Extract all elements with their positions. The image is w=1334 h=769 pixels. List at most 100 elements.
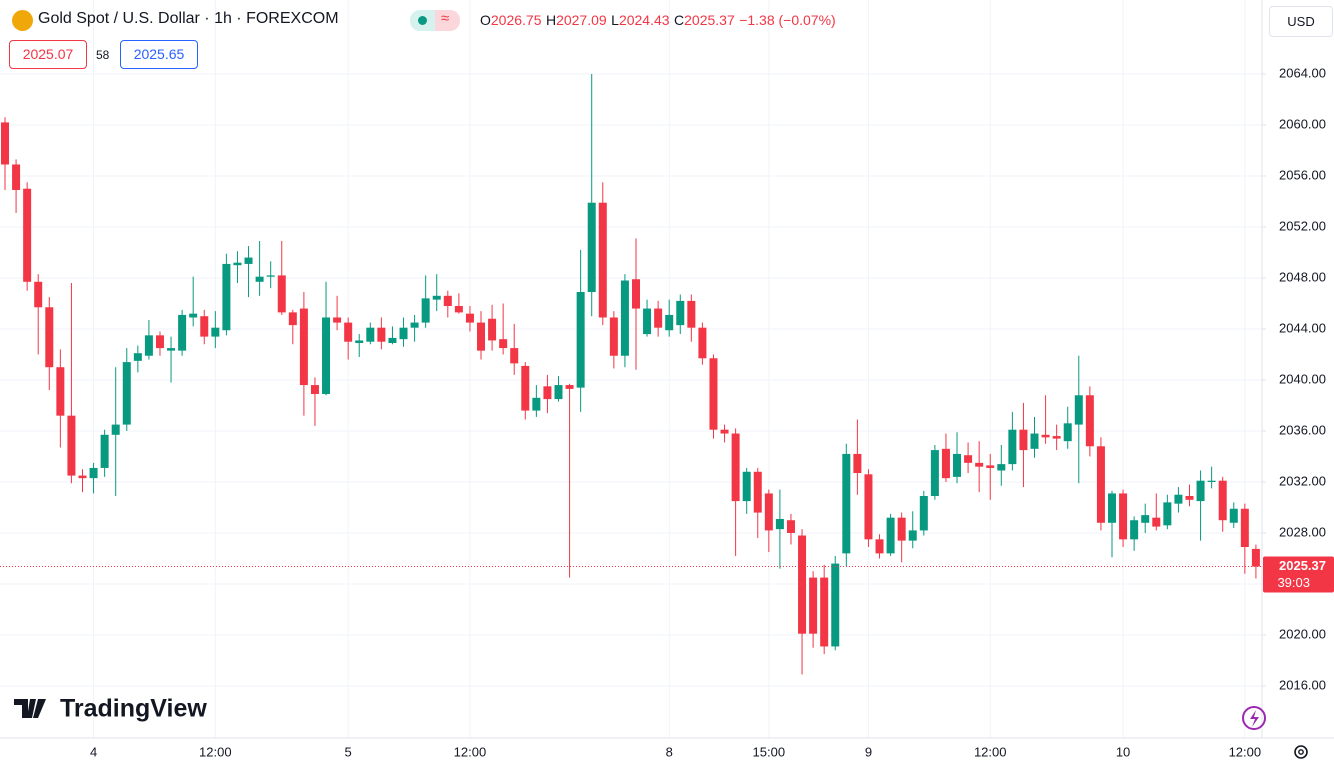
candle-body xyxy=(299,308,308,386)
ohlc-key: L xyxy=(611,12,619,28)
countdown: 39:03 xyxy=(1277,575,1310,590)
candle-body xyxy=(665,314,674,331)
candle-body xyxy=(421,298,430,323)
candle-body xyxy=(975,462,984,467)
y-tick-label: 2028.00 xyxy=(1279,524,1326,539)
candle-body xyxy=(1229,508,1238,523)
candle-body xyxy=(355,340,364,343)
candle-body xyxy=(133,353,142,361)
candle-body xyxy=(233,262,242,266)
ask-button[interactable]: 2025.65 xyxy=(120,40,198,69)
candle-body xyxy=(1096,446,1105,523)
candle-body xyxy=(144,335,153,356)
logo: TradingView xyxy=(14,695,207,723)
candle-body xyxy=(1152,517,1161,527)
candle-body xyxy=(344,322,353,342)
ohlc-value: 2025.37 xyxy=(684,12,735,28)
candle-body xyxy=(510,348,519,364)
symbol-title[interactable]: Gold Spot / U.S. Dollar · 1h · FOREXCOM xyxy=(38,10,339,27)
candle-body xyxy=(631,279,640,309)
candle-body xyxy=(1052,436,1061,439)
x-tick-label: 5 xyxy=(345,744,352,759)
x-tick-label: 12:00 xyxy=(199,744,232,759)
x-tick-label: 8 xyxy=(666,744,673,759)
ohlc-value: 2024.43 xyxy=(618,12,670,28)
candle-body xyxy=(1130,520,1139,540)
candle-body xyxy=(12,164,21,190)
candle-body xyxy=(798,535,807,634)
candle-body xyxy=(222,263,231,331)
y-tick-label: 2036.00 xyxy=(1279,422,1326,437)
candle-body xyxy=(377,327,386,342)
x-tick-label: 12:00 xyxy=(974,744,1007,759)
candle-body xyxy=(543,386,552,400)
x-tick-label: 15:00 xyxy=(753,744,786,759)
bid-button[interactable]: 2025.07 xyxy=(9,40,87,69)
candle-body xyxy=(786,520,795,533)
change: −1.38 (−0.07%) xyxy=(739,12,836,28)
y-tick-label: 2044.00 xyxy=(1279,320,1326,335)
candle-body xyxy=(521,365,530,411)
candle-body xyxy=(643,308,652,335)
candle-body xyxy=(178,314,187,351)
candle-body xyxy=(100,434,109,468)
candle-body xyxy=(609,317,618,356)
y-tick-label: 2020.00 xyxy=(1279,626,1326,641)
spread: 58 xyxy=(96,48,110,62)
candle-body xyxy=(1251,548,1260,567)
status-pill[interactable]: ≈ xyxy=(410,10,460,31)
ohlc-key: O xyxy=(480,12,491,28)
candle-body xyxy=(964,455,973,463)
candle-body xyxy=(1163,502,1172,526)
candle-body xyxy=(45,307,54,368)
candle-body xyxy=(288,312,297,326)
candle-body xyxy=(255,276,264,282)
lightning-bolt xyxy=(1250,710,1259,727)
candle-body xyxy=(875,539,884,554)
candle-body xyxy=(1207,480,1216,482)
candle-body xyxy=(1063,423,1072,442)
candle-body xyxy=(167,348,176,351)
candle-body xyxy=(1030,433,1039,449)
candle-body xyxy=(211,327,220,337)
candle-body xyxy=(1174,494,1183,504)
settings-icon[interactable] xyxy=(1294,745,1308,759)
candle-body xyxy=(388,337,397,343)
y-tick-label: 2040.00 xyxy=(1279,371,1326,386)
candle-body xyxy=(731,433,740,502)
currency-button[interactable]: USD xyxy=(1269,6,1333,37)
y-tick-label: 2064.00 xyxy=(1279,65,1326,80)
candle-body xyxy=(1141,515,1150,523)
x-tick-label: 12:00 xyxy=(1229,744,1262,759)
candle-body xyxy=(1240,508,1249,547)
candle-body xyxy=(908,530,917,541)
candle-body xyxy=(1019,429,1028,451)
candle-body xyxy=(764,493,773,531)
ohlc-value: 2027.09 xyxy=(556,12,607,28)
candle-body xyxy=(853,453,862,474)
candle-body xyxy=(897,517,906,541)
candle-body xyxy=(687,300,696,328)
lightning-icon[interactable] xyxy=(1242,706,1266,730)
candle-body xyxy=(67,415,76,476)
candle-body xyxy=(1108,493,1116,523)
candle-body xyxy=(886,517,895,554)
candle-body xyxy=(941,448,950,479)
gear-center xyxy=(1298,749,1304,755)
candle-body xyxy=(1041,434,1050,438)
y-tick-label: 2060.00 xyxy=(1279,116,1326,131)
candle-body xyxy=(499,339,508,349)
x-tick-label: 10 xyxy=(1116,744,1130,759)
candle-body xyxy=(399,327,408,340)
candle-body xyxy=(698,327,707,359)
candle-body xyxy=(620,280,629,356)
candle-body xyxy=(432,295,441,300)
candle-body xyxy=(465,313,474,323)
symbol-icon xyxy=(12,10,33,31)
candle-body xyxy=(89,467,98,479)
candle-body xyxy=(34,281,43,308)
ohlc-key: C xyxy=(674,12,685,28)
candle-body xyxy=(1074,395,1083,425)
